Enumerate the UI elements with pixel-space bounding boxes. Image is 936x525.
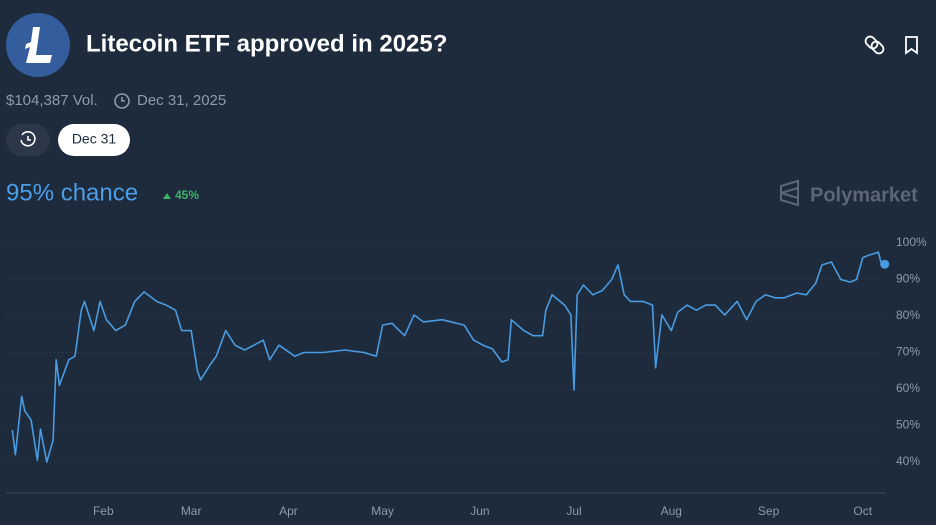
y-tick-label: 60% (896, 381, 920, 395)
y-tick-label: 90% (896, 272, 920, 286)
x-tick-label: Jun (470, 504, 489, 518)
last-point (880, 259, 890, 269)
y-tick-label: 50% (896, 418, 920, 432)
x-tick-label: Sep (758, 504, 780, 518)
y-tick-label: 70% (896, 345, 920, 359)
brand: Polymarket (810, 184, 918, 206)
change: 45% (175, 188, 199, 202)
price-line (11, 251, 885, 463)
x-tick-label: Aug (661, 504, 682, 518)
history-icon (20, 131, 36, 147)
x-tick-label: May (371, 504, 394, 518)
volume: $104,387 Vol. (6, 92, 98, 109)
y-tick-label: 80% (896, 308, 920, 322)
x-tick-label: Jul (566, 504, 581, 518)
x-tick-label: Feb (93, 504, 114, 518)
chance: 95% chance (6, 179, 138, 206)
date-tab[interactable] (58, 124, 130, 156)
x-tick-label: Apr (279, 504, 298, 518)
x-tick-label: Mar (181, 504, 202, 518)
link-button[interactable] (864, 35, 886, 56)
date-tab-label: Dec 31 (72, 131, 117, 147)
end-date: Dec 31, 2025 (137, 92, 226, 109)
clock-icon (114, 93, 130, 109)
up-arrow (163, 193, 171, 199)
coin-logo (6, 13, 70, 77)
brand-logo (780, 179, 799, 207)
bookmark-button[interactable] (905, 36, 918, 55)
coin-glyph (25, 27, 52, 63)
x-tick-label: Oct (853, 504, 872, 518)
market-title: Litecoin ETF approved in 2025? (86, 30, 447, 57)
y-tick-label: 100% (896, 235, 927, 249)
y-tick-label: 40% (896, 454, 920, 468)
